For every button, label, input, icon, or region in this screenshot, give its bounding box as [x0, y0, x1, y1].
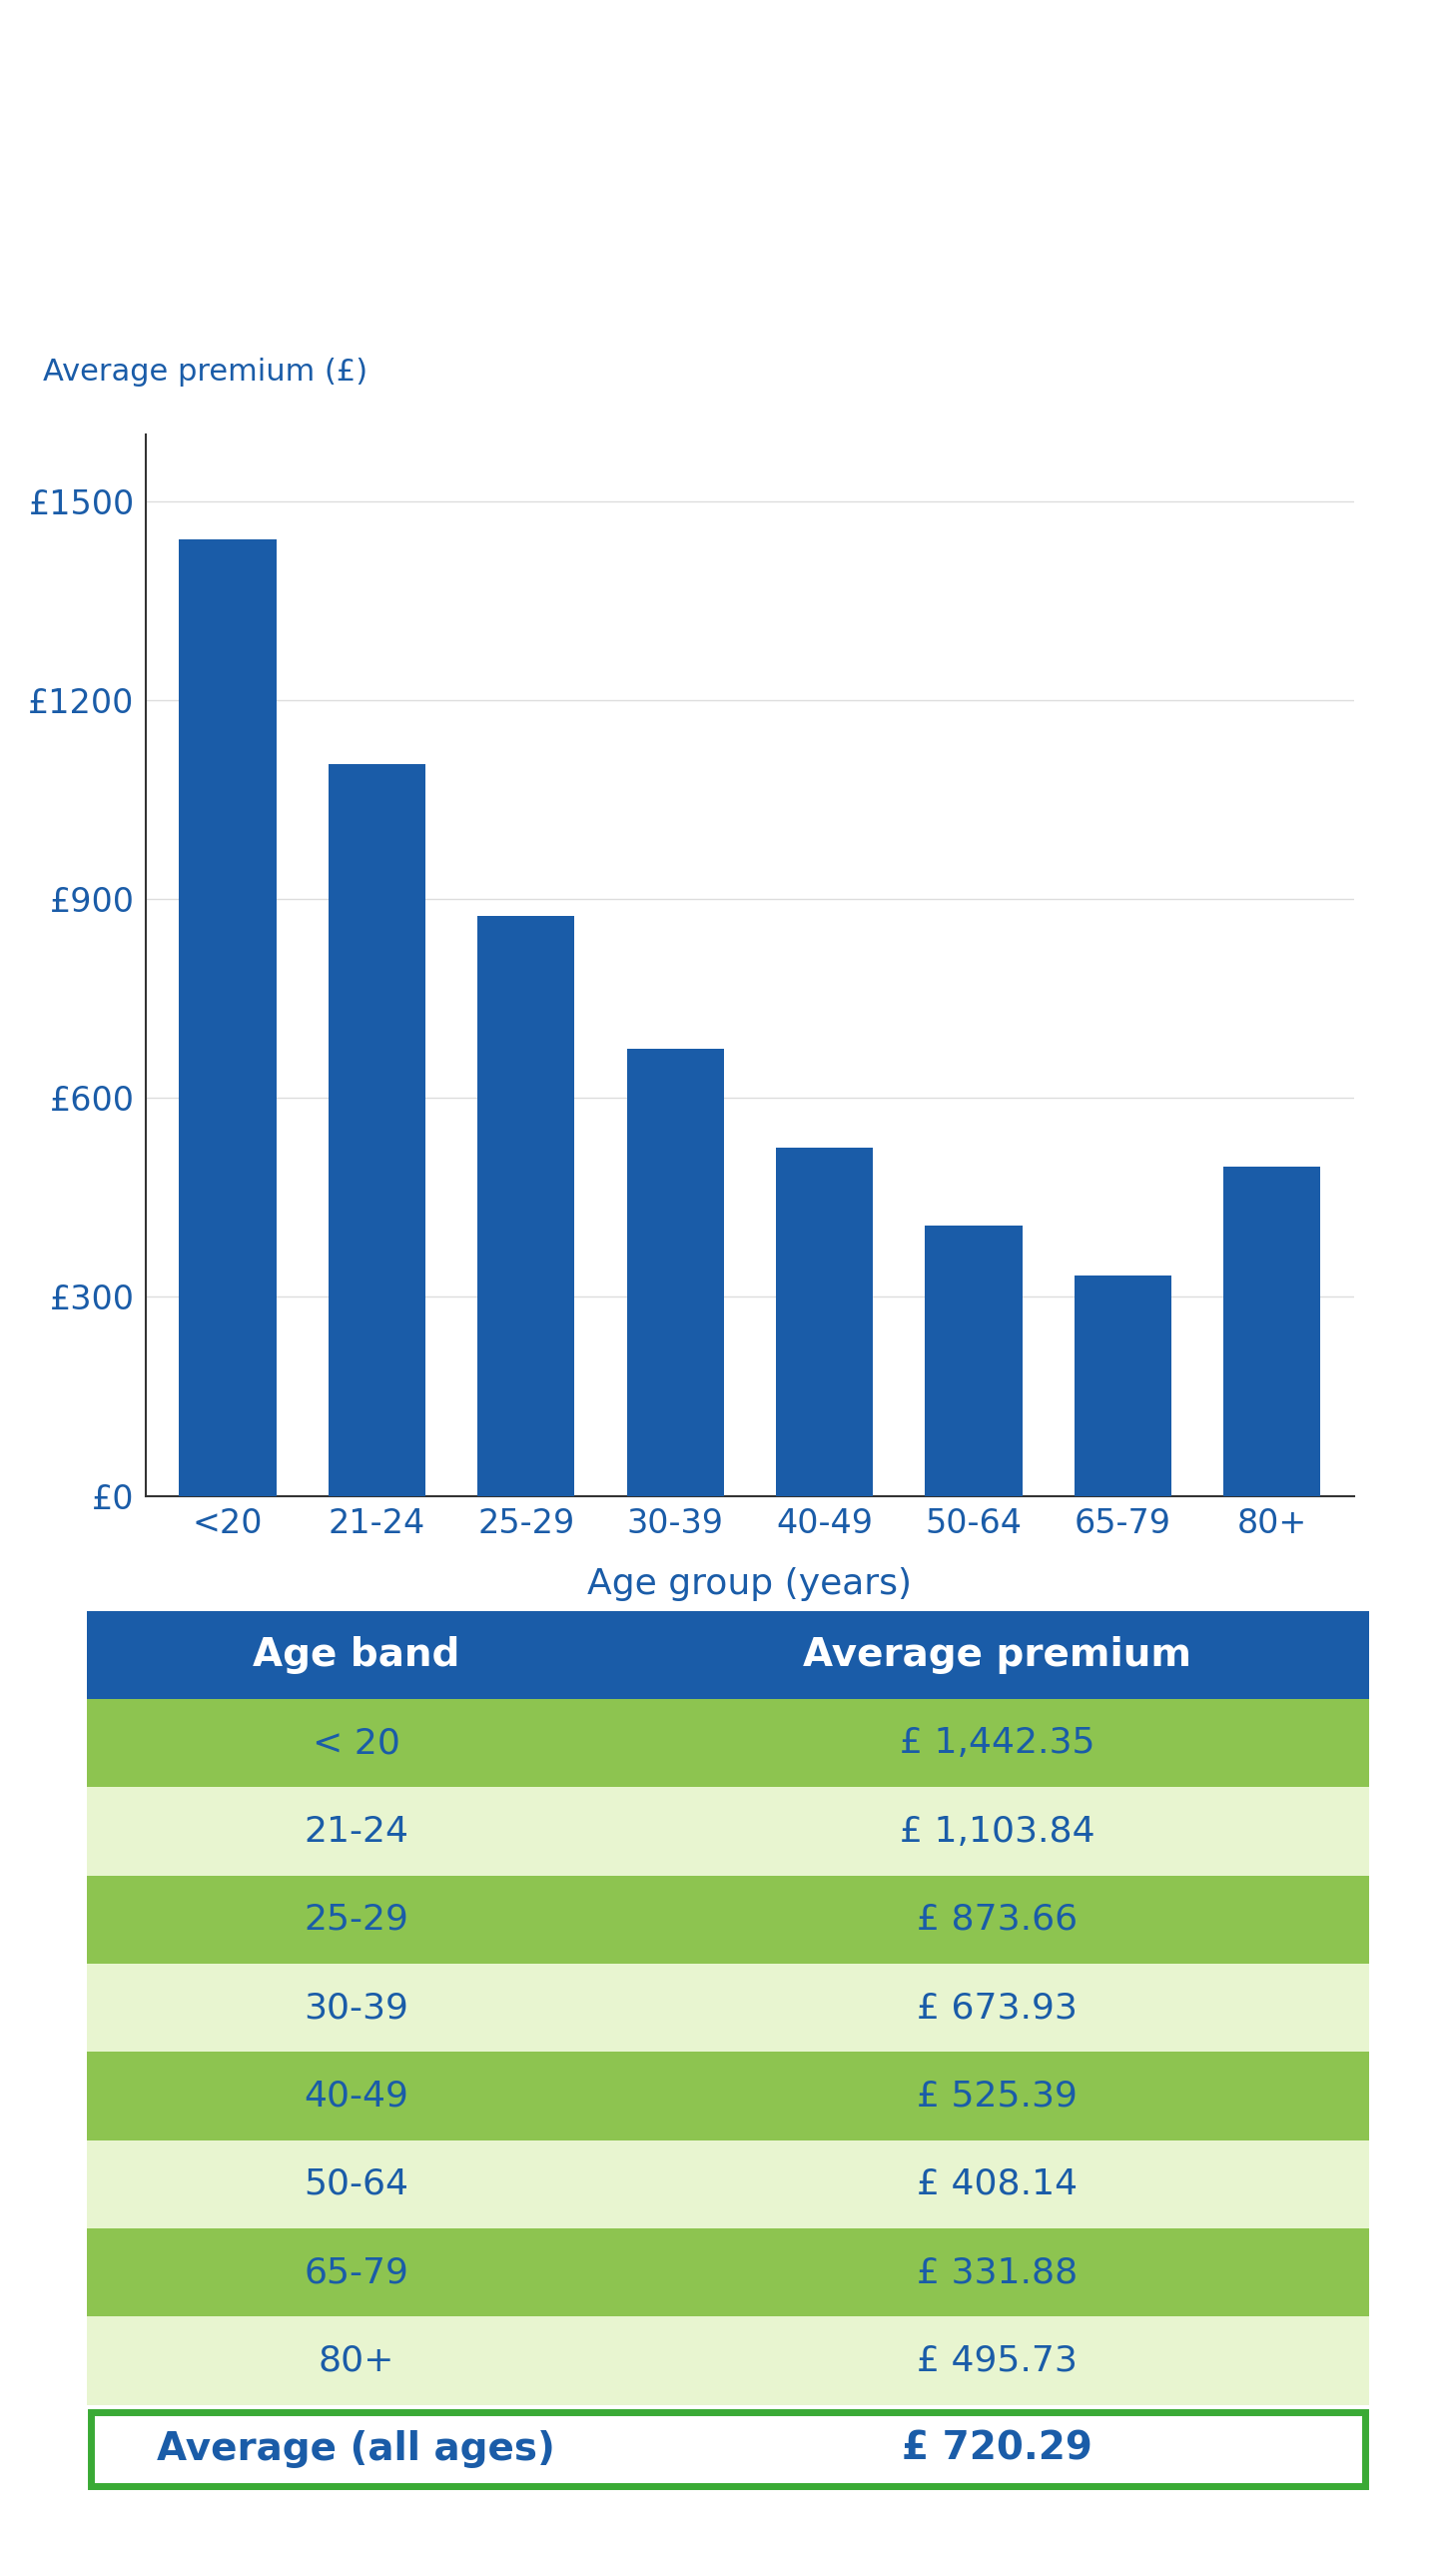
Text: Average (all ages): Average (all ages): [157, 2429, 556, 2468]
FancyBboxPatch shape: [87, 2227, 1369, 2317]
FancyBboxPatch shape: [92, 2411, 1364, 2485]
Bar: [626, 1048, 724, 1496]
Text: £ 720.29: £ 720.29: [901, 2429, 1092, 2468]
Text: Average premium by age group: Average premium by age group: [12, 54, 1444, 130]
Bar: [1223, 1166, 1321, 1496]
Text: 25-29: 25-29: [304, 1902, 409, 1936]
X-axis label: Age group (years): Age group (years): [588, 1567, 911, 1601]
FancyBboxPatch shape: [87, 2140, 1369, 2227]
FancyBboxPatch shape: [87, 2051, 1369, 2140]
Text: £ 1,103.84: £ 1,103.84: [900, 1815, 1095, 1849]
Text: £ 331.88: £ 331.88: [917, 2255, 1077, 2289]
Bar: [329, 765, 425, 1496]
FancyBboxPatch shape: [87, 1611, 1369, 1698]
Text: Age band: Age band: [253, 1636, 460, 1675]
Bar: [179, 540, 277, 1496]
Bar: [925, 1225, 1022, 1496]
Text: £ 408.14: £ 408.14: [917, 2168, 1077, 2202]
FancyBboxPatch shape: [87, 1877, 1369, 1964]
Text: £ 1,442.35: £ 1,442.35: [900, 1726, 1095, 1759]
FancyBboxPatch shape: [87, 1964, 1369, 2051]
Text: 65-79: 65-79: [304, 2255, 409, 2289]
FancyBboxPatch shape: [87, 1698, 1369, 1787]
Bar: [1075, 1276, 1171, 1496]
Bar: [776, 1148, 874, 1496]
Text: 40-49: 40-49: [304, 2079, 409, 2112]
Text: £ 873.66: £ 873.66: [917, 1902, 1077, 1936]
Text: £ 495.73: £ 495.73: [917, 2345, 1077, 2378]
Text: £ 673.93: £ 673.93: [917, 1992, 1077, 2025]
Text: < 20: < 20: [313, 1726, 400, 1759]
FancyBboxPatch shape: [87, 1787, 1369, 1877]
Text: 30-39: 30-39: [304, 1992, 409, 2025]
FancyBboxPatch shape: [87, 2317, 1369, 2404]
Text: 21-24: 21-24: [304, 1815, 409, 1849]
Text: Average premium: Average premium: [802, 1636, 1191, 1675]
Text: £ 525.39: £ 525.39: [917, 2079, 1077, 2112]
Text: 80+: 80+: [319, 2345, 395, 2378]
Bar: [478, 915, 575, 1496]
Text: 50-64: 50-64: [304, 2168, 409, 2202]
Text: Average premium (£): Average premium (£): [42, 358, 367, 386]
